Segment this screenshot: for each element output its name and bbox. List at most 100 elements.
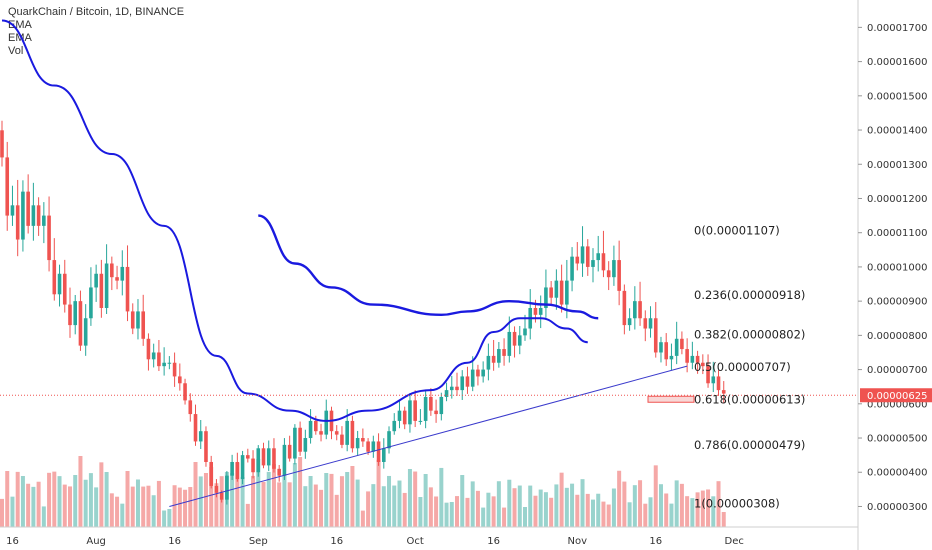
candle-body bbox=[434, 410, 438, 415]
candle-body bbox=[314, 420, 318, 432]
volume-bar bbox=[653, 465, 658, 527]
volume-bar bbox=[125, 471, 130, 527]
candle-body bbox=[214, 485, 219, 493]
volume-bar bbox=[549, 497, 554, 527]
volume-bar bbox=[214, 483, 219, 527]
volume-bar bbox=[413, 471, 418, 527]
time-tick-label: Dec bbox=[725, 536, 744, 547]
volume-bar bbox=[496, 481, 501, 527]
candle-body bbox=[570, 256, 574, 281]
volume-bar bbox=[167, 509, 172, 527]
candle-body bbox=[533, 307, 538, 315]
volume-bar bbox=[706, 489, 711, 527]
candle-body bbox=[716, 376, 721, 391]
candle-body bbox=[282, 444, 287, 476]
candle-body bbox=[596, 253, 601, 261]
candle-body bbox=[47, 215, 51, 261]
candle-body bbox=[219, 492, 224, 500]
volume-bar bbox=[658, 484, 663, 527]
price-axis: 0.00000300 0.00000400 0.00000500 0.00000600… bbox=[857, 0, 932, 550]
volume-bar bbox=[188, 487, 193, 527]
volume-bar bbox=[20, 476, 25, 527]
indicator-ema-1[interactable]: EMA bbox=[8, 19, 32, 31]
volume-bar bbox=[292, 463, 297, 527]
price-tick-label: 0.00001600 bbox=[867, 57, 927, 68]
volume-bar bbox=[512, 488, 517, 527]
price-tick-label: 0.00001500 bbox=[867, 91, 927, 102]
volume-bar bbox=[57, 476, 62, 527]
volume-bar bbox=[303, 486, 308, 527]
volume-bar bbox=[716, 481, 721, 527]
indicator-ema-2[interactable]: EMA bbox=[8, 32, 32, 44]
candle-body bbox=[638, 301, 642, 319]
candle-body bbox=[277, 468, 281, 476]
candle-body bbox=[659, 342, 663, 353]
volume-bar bbox=[36, 481, 41, 527]
candle-body bbox=[110, 263, 114, 278]
volume-bar bbox=[183, 489, 188, 527]
volume-bar bbox=[679, 483, 684, 527]
volume-bar bbox=[251, 475, 256, 527]
fib-level-label: 0(0.00001107) bbox=[694, 223, 780, 237]
candle-body bbox=[711, 376, 716, 384]
last-price-label: 0.00000625 bbox=[867, 391, 927, 402]
volume-bar bbox=[88, 473, 93, 527]
candle-body bbox=[146, 338, 151, 360]
volume-bar bbox=[120, 503, 125, 527]
candle-body bbox=[622, 290, 627, 326]
candle-body bbox=[387, 431, 391, 449]
ema-long-line bbox=[258, 214, 599, 320]
volume-bar bbox=[109, 493, 114, 527]
candle-body bbox=[26, 191, 30, 226]
price-tick-label: 0.00001400 bbox=[867, 126, 927, 137]
volume-bar bbox=[339, 476, 344, 527]
volume-bar bbox=[287, 482, 292, 527]
volume-bar bbox=[611, 488, 616, 527]
candle-body bbox=[366, 441, 370, 452]
volume-bar bbox=[664, 493, 669, 527]
volume-bar bbox=[15, 471, 20, 527]
candle-body bbox=[444, 390, 449, 397]
volume-bar bbox=[470, 481, 475, 527]
volume-bar bbox=[52, 471, 57, 527]
volume-bar bbox=[418, 497, 423, 527]
volume-bar bbox=[674, 480, 679, 527]
candle-body bbox=[669, 355, 674, 360]
volume-bar bbox=[271, 464, 276, 527]
candle-body bbox=[15, 205, 20, 240]
candle-body bbox=[512, 331, 517, 346]
volume-bar bbox=[26, 483, 31, 527]
candle-body bbox=[449, 386, 454, 391]
candle-body bbox=[643, 318, 648, 329]
candle-body bbox=[89, 287, 93, 319]
candle-body bbox=[544, 287, 548, 308]
price-tick-label: 0.00000500 bbox=[867, 434, 927, 445]
candle-body bbox=[230, 461, 234, 476]
candle-body bbox=[392, 420, 397, 432]
candle-body bbox=[721, 390, 726, 394]
volume-bar bbox=[5, 471, 10, 527]
volume-bar bbox=[73, 475, 78, 527]
volume-bar bbox=[606, 504, 611, 527]
price-tick-label: 0.00001100 bbox=[867, 228, 927, 239]
price-tick-label: 0.00001200 bbox=[867, 194, 927, 205]
volume-bar bbox=[543, 492, 548, 527]
volume-bar bbox=[455, 496, 460, 527]
volume-bar bbox=[575, 494, 580, 527]
price-tick-label: 0.00000300 bbox=[867, 502, 927, 513]
candle-body bbox=[381, 448, 386, 462]
candle-body bbox=[21, 191, 25, 240]
candle-body bbox=[606, 270, 611, 278]
indicator-vol[interactable]: Vol bbox=[8, 45, 24, 57]
candle-body bbox=[303, 438, 308, 452]
volume-bar bbox=[31, 486, 36, 527]
candle-body bbox=[429, 396, 433, 411]
candle-body bbox=[617, 260, 621, 291]
candle-body bbox=[517, 335, 522, 346]
candle-body bbox=[706, 366, 710, 384]
volume-bar bbox=[99, 462, 104, 527]
candle-body bbox=[10, 205, 15, 216]
volume-bar bbox=[198, 476, 203, 527]
candle-body bbox=[653, 318, 658, 353]
